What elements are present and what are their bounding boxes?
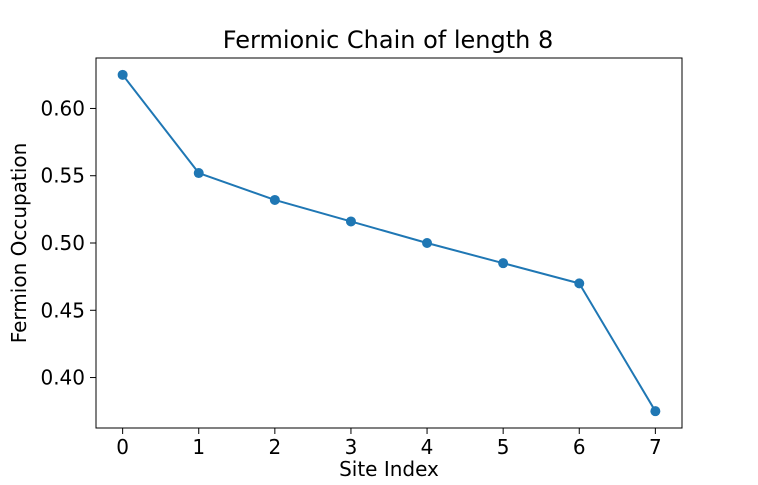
data-point bbox=[422, 238, 433, 248]
series-group bbox=[117, 69, 661, 417]
data-point bbox=[269, 194, 280, 205]
data-point bbox=[193, 168, 204, 179]
y-tick-label: 0.40 bbox=[40, 366, 85, 390]
y-tick-label: 0.60 bbox=[40, 96, 85, 120]
x-tick-label: 7 bbox=[649, 435, 662, 459]
x-tick-label: 1 bbox=[192, 435, 205, 459]
data-point bbox=[117, 69, 128, 80]
series-line bbox=[121, 74, 657, 412]
plot-frame bbox=[95, 57, 683, 429]
data-point bbox=[650, 406, 661, 417]
x-tick-label: 4 bbox=[421, 435, 434, 459]
x-tick-label: 2 bbox=[268, 435, 281, 459]
x-tick-label: 5 bbox=[497, 435, 510, 459]
x-axis: 0 1 2 3 4 5 6 7 bbox=[116, 428, 662, 459]
y-axis: 0.40 0.45 0.50 0.55 0.60 bbox=[40, 96, 96, 390]
data-point bbox=[345, 216, 356, 227]
y-axis-label: Fermion Occupation bbox=[7, 143, 31, 344]
x-tick-label: 0 bbox=[116, 435, 129, 459]
y-tick-label: 0.50 bbox=[40, 231, 85, 255]
x-tick-label: 6 bbox=[573, 435, 586, 459]
y-tick-label: 0.45 bbox=[40, 298, 85, 322]
data-point bbox=[498, 258, 509, 269]
y-tick-label: 0.55 bbox=[40, 164, 85, 188]
data-point bbox=[574, 278, 585, 289]
chart-title: Fermionic Chain of length 8 bbox=[223, 26, 553, 54]
x-tick-label: 3 bbox=[345, 435, 358, 459]
x-axis-label: Site Index bbox=[339, 457, 439, 480]
